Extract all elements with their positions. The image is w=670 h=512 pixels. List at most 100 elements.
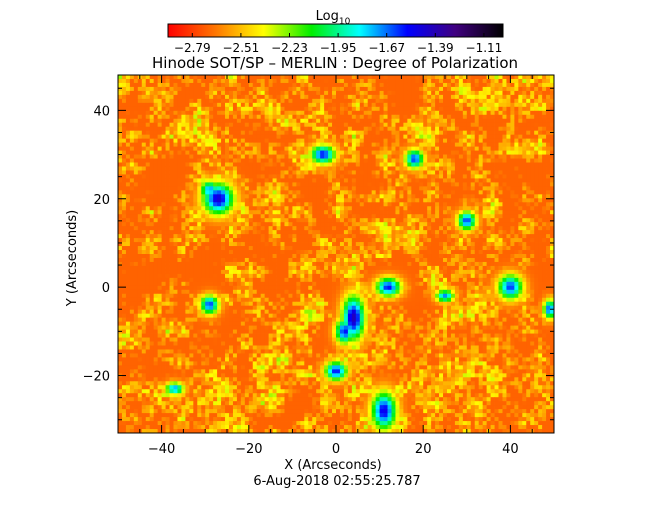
heatmap-cell — [395, 186, 400, 191]
heatmap-cell — [383, 170, 388, 175]
heatmap-cell — [320, 226, 325, 231]
heatmap-cell — [189, 142, 194, 147]
heatmap-cell — [280, 214, 285, 219]
heatmap-cell — [332, 178, 337, 183]
heatmap-cell — [407, 234, 412, 239]
heatmap-cell — [482, 78, 488, 84]
heatmap-cell — [118, 226, 123, 231]
heatmap-cell — [141, 82, 147, 88]
heatmap-cell — [197, 230, 202, 235]
heatmap-cell — [288, 134, 293, 140]
heatmap-cell — [494, 122, 499, 128]
heatmap-cell — [391, 246, 396, 251]
heatmap-cell — [534, 222, 539, 227]
heatmap-cell — [177, 150, 182, 155]
heatmap-cell — [236, 130, 242, 136]
heatmap-cell — [173, 226, 178, 231]
heatmap-cell — [411, 134, 416, 140]
heatmap-cell — [185, 190, 190, 195]
heatmap-cell — [169, 166, 174, 171]
heatmap-cell — [288, 250, 293, 255]
heatmap-cell — [272, 166, 277, 171]
heatmap-cell — [383, 142, 388, 147]
heatmap-cell — [169, 194, 174, 199]
heatmap-cell — [355, 106, 361, 112]
heatmap-cell — [316, 90, 321, 96]
heatmap-cell — [292, 134, 297, 140]
heatmap-cell — [292, 226, 297, 231]
heatmap-cell — [272, 146, 277, 151]
heatmap-cell — [169, 122, 174, 128]
heatmap-cell — [395, 182, 400, 187]
heatmap-cell — [506, 222, 511, 227]
heatmap-cell — [276, 242, 281, 247]
heatmap-cell — [466, 210, 472, 215]
heatmap-cell — [181, 222, 186, 227]
heatmap-cell — [141, 142, 147, 147]
heatmap-cell — [470, 122, 476, 128]
heatmap-cell — [522, 146, 527, 151]
heatmap-cell — [550, 146, 555, 151]
heatmap-cell — [217, 102, 222, 108]
heatmap-cell — [415, 214, 420, 219]
heatmap-cell — [201, 142, 206, 147]
heatmap-cell — [276, 214, 281, 219]
heatmap-cell — [328, 138, 333, 144]
heatmap-cell — [336, 78, 341, 84]
heatmap-cell — [470, 178, 476, 183]
heatmap-cell — [534, 202, 539, 207]
heatmap-cell — [209, 102, 214, 108]
heatmap-cell — [395, 146, 400, 151]
heatmap-cell — [379, 158, 384, 163]
heatmap-cell — [522, 106, 527, 112]
heatmap-cell — [118, 94, 123, 100]
heatmap-cell — [343, 222, 349, 227]
heatmap-cell — [225, 222, 230, 227]
heatmap-cell — [474, 110, 480, 116]
heatmap-cell — [225, 130, 230, 136]
heatmap-cell — [494, 242, 499, 247]
heatmap-cell — [248, 194, 254, 199]
heatmap-cell — [534, 206, 539, 211]
heatmap-cell — [427, 210, 432, 215]
heatmap-cell — [399, 122, 404, 128]
heatmap-cell — [462, 202, 468, 207]
heatmap-cell — [118, 178, 123, 183]
heatmap-cell — [157, 214, 162, 219]
heatmap-cell — [252, 226, 258, 231]
heatmap-cell — [498, 194, 503, 199]
heatmap-cell — [248, 222, 254, 227]
heatmap-cell — [153, 90, 159, 96]
heatmap-cell — [458, 154, 464, 159]
heatmap-cell — [538, 154, 543, 159]
heatmap-cell — [506, 218, 511, 223]
heatmap-cell — [419, 186, 424, 191]
heatmap-cell — [431, 98, 436, 104]
heatmap-cell — [280, 222, 285, 227]
heatmap-cell — [502, 126, 507, 132]
heatmap-cell — [173, 78, 178, 84]
heatmap-cell — [129, 254, 135, 259]
heatmap-cell — [308, 166, 313, 171]
heatmap-cell — [502, 86, 507, 92]
heatmap-cell — [446, 86, 452, 92]
heatmap-cell — [470, 130, 476, 136]
heatmap-cell — [339, 214, 345, 219]
heatmap-cell — [494, 142, 499, 147]
heatmap-cell — [538, 170, 543, 175]
heatmap-cell — [538, 242, 543, 247]
heatmap-cell — [498, 142, 503, 147]
heatmap-cell — [300, 182, 305, 187]
heatmap-cell — [268, 226, 273, 231]
heatmap-cell — [217, 162, 222, 167]
heatmap-cell — [399, 118, 404, 124]
heatmap-cell — [225, 142, 230, 147]
heatmap-cell — [328, 110, 333, 116]
heatmap-cell — [446, 250, 452, 255]
heatmap-cell — [129, 238, 135, 243]
heatmap-cell — [423, 142, 428, 147]
heatmap-cell — [248, 134, 254, 140]
heatmap-cell — [518, 166, 523, 171]
heatmap-cell — [411, 90, 416, 96]
heatmap-cell — [133, 75, 139, 80]
